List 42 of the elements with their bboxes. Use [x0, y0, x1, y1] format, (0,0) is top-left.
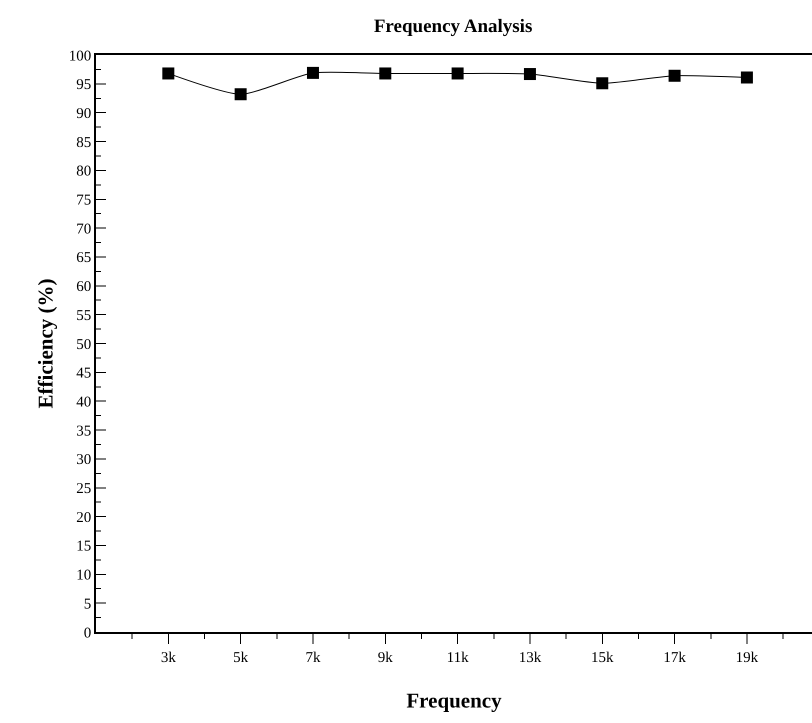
x-tick-label: 13k	[518, 650, 542, 666]
chart-title: Frequency Analysis	[374, 16, 532, 37]
point	[740, 72, 753, 84]
y-tick-label: 35	[76, 423, 92, 440]
y-tick-label: 10	[76, 568, 92, 584]
y-tick-label: 45	[76, 366, 92, 382]
y-tick-label: 50	[76, 336, 92, 353]
x-tick-label: 19k	[736, 650, 759, 666]
x-axis-title: Frequency	[406, 688, 502, 712]
point	[668, 70, 681, 82]
point	[379, 67, 392, 80]
y-tick-label: 70	[76, 221, 92, 238]
y-tick-label: 65	[76, 250, 92, 266]
point	[596, 77, 608, 90]
x-tick-label: 17k	[663, 650, 686, 666]
x-tick-label: 9k	[378, 650, 394, 666]
y-tick-label: 90	[76, 106, 92, 122]
point	[306, 66, 319, 79]
y-tick-label: 55	[76, 308, 92, 324]
y-tick-label: 0	[84, 625, 92, 642]
point	[234, 88, 247, 100]
point	[162, 67, 174, 80]
y-tick-label: 40	[76, 394, 92, 410]
x-tick-label: 11k	[446, 650, 470, 666]
x-tick-label: 15k	[591, 650, 614, 666]
point	[452, 67, 464, 80]
y-axis-title: Efficiency (%)	[33, 278, 58, 409]
y-tick-label: 95	[76, 77, 92, 94]
y-tick-label: 75	[76, 192, 92, 208]
point	[524, 68, 536, 80]
y-tick-label: 30	[76, 452, 92, 468]
x-tick-label: 3k	[160, 650, 176, 666]
y-tick-label: 20	[76, 510, 92, 526]
y-tick-label: 80	[76, 164, 92, 180]
y-tick-label: 15	[76, 538, 92, 555]
y-tick-label: 100	[68, 48, 92, 64]
x-tick-label: 7k	[305, 650, 321, 666]
y-tick-label: 85	[76, 134, 92, 151]
x-tick-label: 5k	[233, 650, 249, 666]
y-tick-label: 60	[76, 279, 92, 296]
y-tick-label: 25	[76, 481, 92, 497]
y-tick-label: 5	[84, 596, 92, 612]
